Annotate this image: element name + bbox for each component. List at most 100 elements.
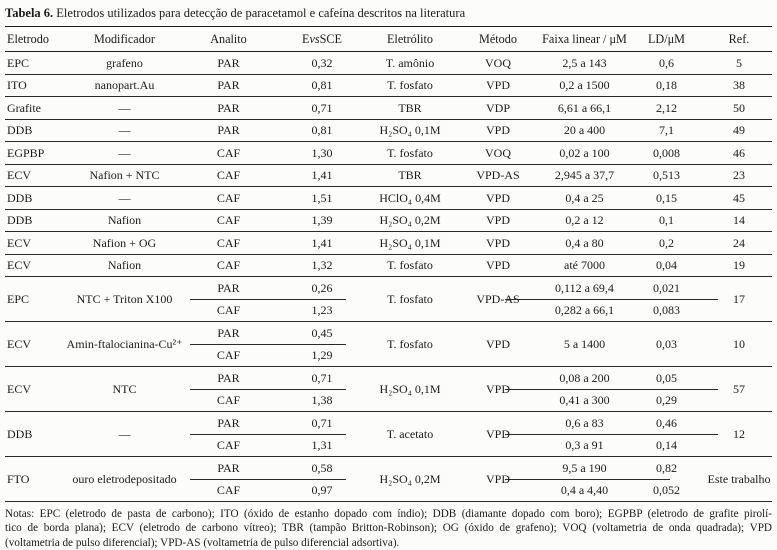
cell-e-vs-sce: 0,81 bbox=[311, 78, 333, 93]
cell-eletrodo: Grafite bbox=[7, 100, 41, 115]
table-row: ECV Nafion + NTC CAF 1,41 TBR VPD-AS 2,945 a 3… bbox=[5, 165, 772, 187]
table-caption: Tabela 6. Eletrodos utilizados para dete… bbox=[5, 6, 465, 21]
cell-e-vs-sce-par: 0,26 bbox=[311, 281, 333, 295]
cell-analito: CAF bbox=[216, 168, 241, 183]
cell-analito-par: PAR bbox=[217, 416, 240, 430]
subrow-divider-left bbox=[190, 389, 346, 390]
cell-ld: 0,1 bbox=[659, 213, 674, 228]
table-row: ECV Nafion CAF 1,32 T. fosfato VPD até 7000 0,0… bbox=[5, 255, 772, 277]
table-row: Grafite — PAR 0,71 TBR VDP 6,61 a 66,1 2,12 50 bbox=[5, 97, 772, 120]
cell-ref: 17 bbox=[733, 292, 745, 306]
cell-e-vs-sce: 1,30 bbox=[311, 145, 333, 160]
cell-analito-caf: CAF bbox=[216, 483, 241, 497]
cell-modificador: grafeno bbox=[106, 55, 143, 70]
cell-analito: PAR bbox=[217, 123, 240, 138]
cell-eletrodo: DDB bbox=[7, 123, 33, 138]
cell-ld: 0,15 bbox=[656, 190, 677, 205]
cell-ref: 24 bbox=[733, 235, 745, 250]
cell-eletrodo: DDB bbox=[7, 213, 33, 228]
cell-ref: 50 bbox=[733, 100, 745, 115]
cell-ref: 23 bbox=[733, 168, 745, 183]
cell-faixa-linear: 0,2 a 1500 bbox=[559, 78, 610, 93]
cell-eletrolito: H₂SO₄ 0,2M bbox=[379, 213, 441, 228]
cell-e-vs-sce-caf: 1,29 bbox=[311, 348, 333, 362]
cell-ld: 0,6 bbox=[659, 55, 674, 70]
cell-faixa-linear: 0,6 a 83 0,3 a 91 bbox=[542, 412, 627, 456]
cell-modificador: Nafion + OG bbox=[92, 235, 157, 250]
cell-ld-caf: 0,14 bbox=[656, 438, 677, 452]
subrow-divider-right bbox=[505, 299, 718, 300]
cell-analito: PAR CAF bbox=[179, 277, 278, 321]
cell-analito-par: PAR bbox=[217, 326, 240, 340]
cell-eletrolito: T. amônio bbox=[385, 55, 435, 70]
table-row: ITO nanopart.Au PAR 0,81 T. fosfato VPD 0,2 a … bbox=[5, 75, 772, 97]
column-header-faixa-linear: Faixa linear / μM bbox=[542, 31, 627, 46]
cell-metodo: VPD-AS bbox=[476, 292, 520, 306]
cell-modificador: ouro eletrodepositado bbox=[72, 472, 177, 486]
cell-e-vs-sce-caf: 1,23 bbox=[311, 303, 333, 317]
column-header-metodo: Método bbox=[479, 31, 517, 46]
cell-ld-par: 0,021 bbox=[653, 281, 680, 295]
cell-metodo: VPD-AS bbox=[476, 168, 520, 183]
cell-e-vs-sce: 1,32 bbox=[311, 258, 333, 273]
cell-faixa-linear: 0,02 a 100 bbox=[559, 145, 610, 160]
cell-faixa-linear-par: 0,08 a 200 bbox=[559, 371, 610, 385]
cell-faixa-linear: 2,945 a 37,7 bbox=[554, 168, 615, 183]
footnote-line: (voltametria de pulso diferencial); VPD-… bbox=[5, 536, 400, 549]
cell-e-vs-sce-par: 0,71 bbox=[311, 416, 333, 430]
cell-eletrodo: ECV bbox=[7, 235, 31, 250]
subrow-divider-left bbox=[190, 479, 346, 480]
cell-metodo: VOQ bbox=[485, 145, 511, 160]
cell-analito-caf: CAF bbox=[216, 393, 241, 407]
cell-ld: 0,513 bbox=[653, 168, 680, 183]
cell-e-vs-sce: 0,81 bbox=[311, 123, 333, 138]
cell-eletrodo: EGPBP bbox=[7, 145, 45, 160]
cell-metodo: VPD bbox=[485, 235, 510, 250]
cell-e-vs-sce: 0,45 1,29 bbox=[278, 322, 366, 366]
table-row-group: ECV NTC PAR CAF 0,71 1,38 H₂SO₄ 0,1M VPD 0,08 a … bbox=[5, 367, 772, 412]
cell-analito: PAR bbox=[217, 100, 240, 115]
cell-e-vs-sce: 0,26 1,23 bbox=[278, 277, 366, 321]
cell-modificador: nanopart.Au bbox=[94, 78, 155, 93]
table-row-group: ECV Amin-ftalocianina-Cu²⁺ PAR CAF 0,45 1,29 T… bbox=[5, 322, 772, 367]
cell-analito-par: PAR bbox=[217, 281, 240, 295]
table-row: EGPBP — CAF 1,30 T. fosfato VOQ 0,02 a 100 0,00… bbox=[5, 142, 772, 165]
cell-metodo: VPD bbox=[485, 427, 510, 441]
cell-metodo: VPD bbox=[485, 78, 510, 93]
cell-analito-caf: CAF bbox=[216, 348, 241, 362]
cell-e-vs-sce-par: 0,71 bbox=[311, 371, 333, 385]
cell-analito: PAR CAF bbox=[179, 322, 278, 366]
cell-analito: CAF bbox=[216, 235, 241, 250]
cell-modificador: NTC bbox=[112, 382, 137, 396]
cell-ld-par: 0,05 bbox=[656, 371, 677, 385]
cell-faixa-linear: 6,61 a 66,1 bbox=[557, 100, 612, 115]
column-header-eletrolito: Eletrólito bbox=[386, 31, 434, 46]
cell-eletrolito: T. acetato bbox=[386, 427, 434, 441]
cell-ld-caf: 0,052 bbox=[653, 483, 680, 497]
cell-ref: 5 bbox=[736, 55, 742, 70]
cell-ld: 0,008 bbox=[653, 145, 680, 160]
cell-ld: 0,03 bbox=[656, 337, 677, 351]
cell-e-vs-sce: 0,71 bbox=[311, 100, 333, 115]
table-row-group: EPC NTC + Triton X100 PAR CAF 0,26 1,23 T. fos… bbox=[5, 277, 772, 322]
cell-ld-caf: 0,29 bbox=[656, 393, 677, 407]
cell-faixa-linear-caf: 0,3 a 91 bbox=[565, 438, 604, 452]
cell-ld: 7,1 bbox=[659, 123, 674, 138]
cell-eletrodo: EPC bbox=[7, 292, 30, 306]
cell-analito: CAF bbox=[216, 213, 241, 228]
cell-e-vs-sce-par: 0,45 bbox=[311, 326, 333, 340]
cell-ld: 0,46 0,14 bbox=[627, 412, 706, 456]
cell-e-vs-sce-caf: 0,97 bbox=[311, 483, 333, 497]
cell-analito: PAR CAF bbox=[179, 367, 278, 411]
cell-faixa-linear: 20 a 400 bbox=[563, 123, 606, 138]
cell-ref: 38 bbox=[733, 78, 745, 93]
subrow-divider-right bbox=[505, 389, 718, 390]
table-footnotes: Notas: EPC (eletrodo de pasta de carbono… bbox=[5, 507, 772, 550]
table-row: DDB — CAF 1,51 HClO₄ 0,4M VPD 0,4 a 25 0,15 45 bbox=[5, 187, 772, 210]
table-row-group: DDB — PAR CAF 0,71 1,31 T. acetato VPD 0,6 a 83 0… bbox=[5, 412, 772, 457]
cell-eletrolito: H₂SO₄ 0,1M bbox=[379, 123, 441, 138]
cell-ref: 57 bbox=[733, 382, 745, 396]
cell-eletrodo: ECV bbox=[7, 337, 31, 351]
subrow-divider-left bbox=[190, 299, 346, 300]
